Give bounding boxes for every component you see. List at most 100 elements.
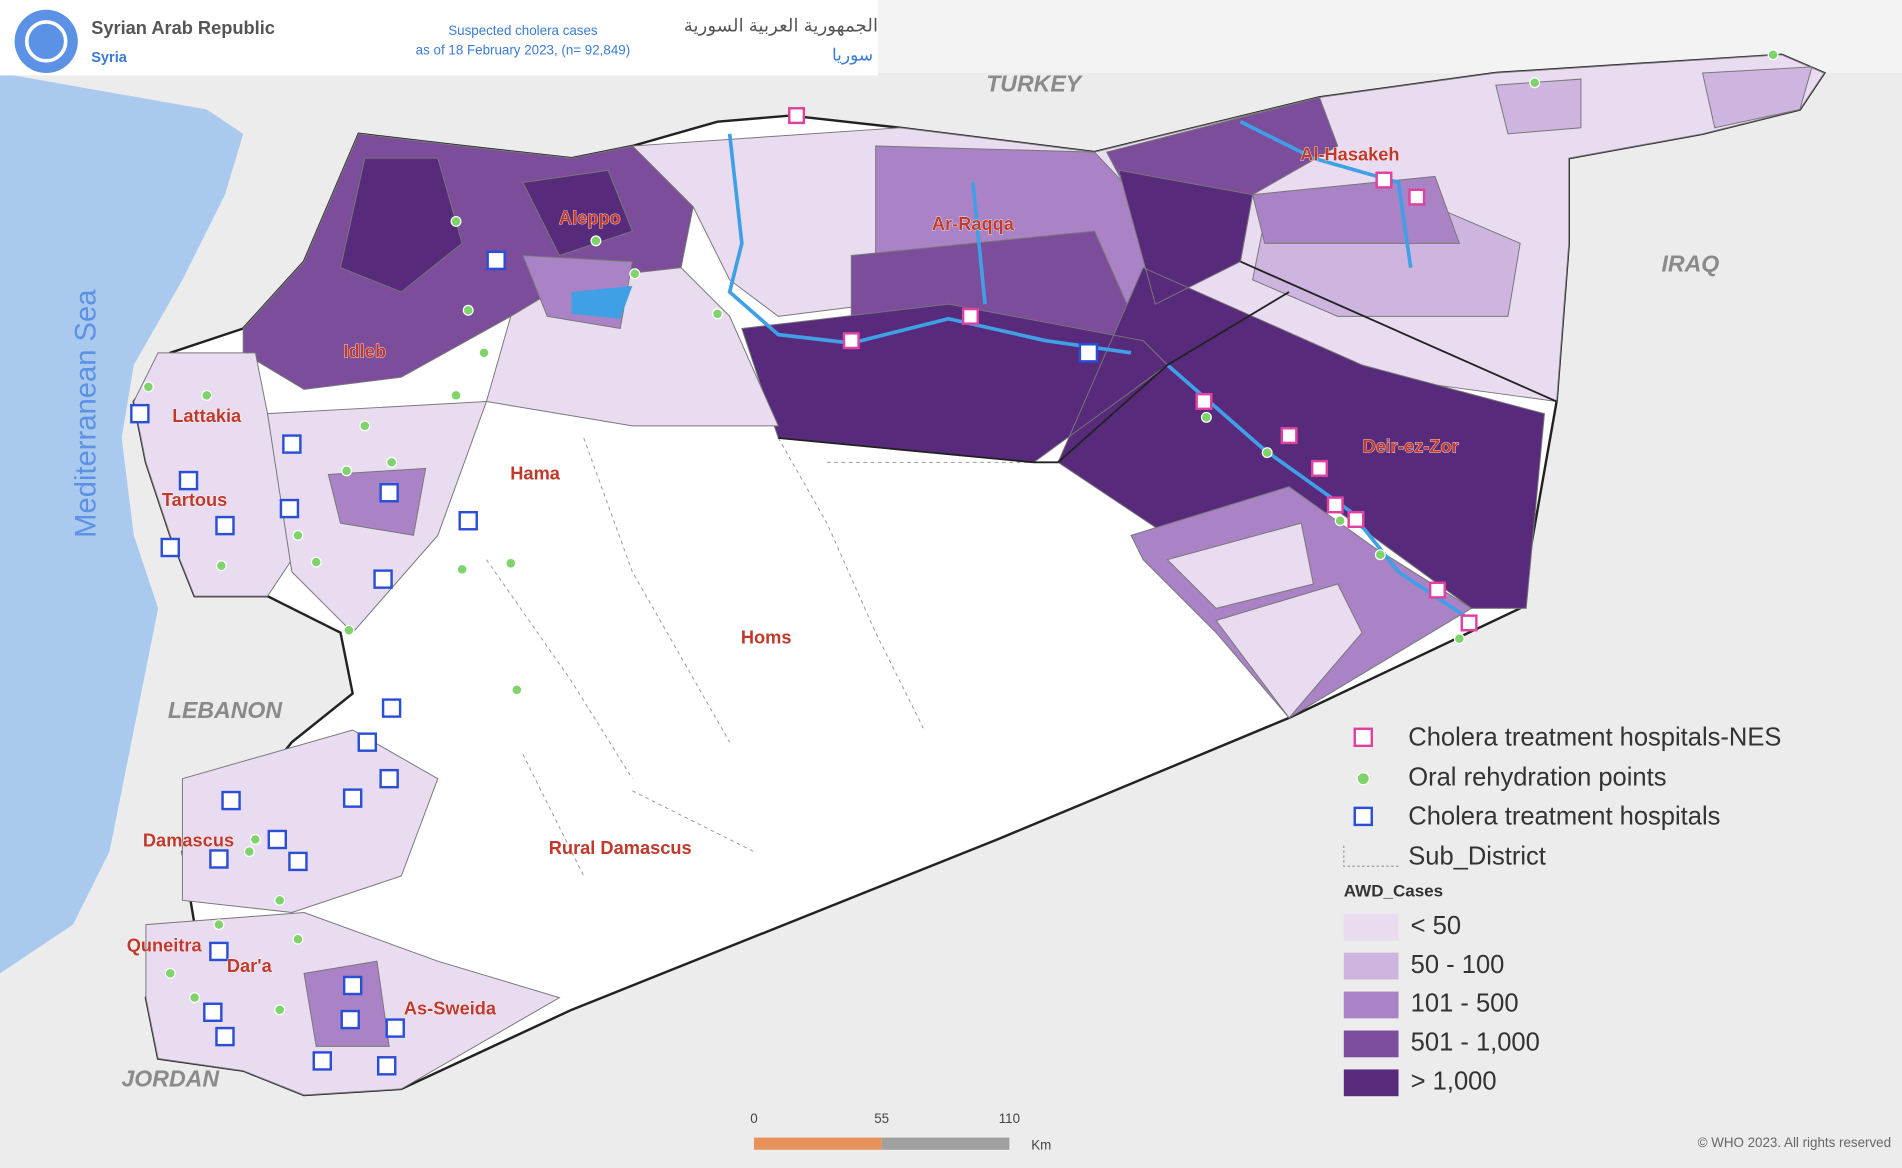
nes-hospital-icon: [842, 332, 860, 350]
arabic-subtitle: سوريا: [832, 45, 873, 65]
header-title: Syrian Arab Republic: [91, 17, 275, 38]
hospital-icon: [282, 434, 302, 454]
legend-swatch: [1343, 913, 1399, 941]
legend-title: AWD_Cases: [1344, 881, 1443, 900]
ors-point: [292, 933, 304, 945]
hospital-icon: [486, 250, 506, 271]
nes-hospital-icon: [1280, 427, 1298, 445]
map-title: Suspected cholera cases: [448, 23, 598, 38]
hospital-icon: [215, 515, 235, 536]
legend-class-label: 501 - 1,000: [1411, 1029, 1540, 1057]
governorate-border: [778, 260, 1557, 464]
scale-bar: [753, 1137, 882, 1150]
hospital-icon: [385, 1018, 405, 1038]
sub-district: [486, 437, 1034, 877]
ors-point: [213, 919, 225, 931]
legend-class-label: 50 - 100: [1411, 951, 1505, 979]
nes-hospital-icon: [1375, 171, 1393, 189]
river: [727, 120, 1473, 623]
scale-label: 110: [999, 1111, 1020, 1126]
country-label: IRAQ: [1662, 250, 1720, 276]
ors-point: [215, 560, 227, 572]
hospital-icon: [203, 1002, 223, 1022]
arabic-title: الجمهورية العربية السورية: [684, 15, 878, 37]
hospital-icon: [279, 498, 300, 519]
governorate-label: Aleppo: [559, 207, 621, 228]
hospital-icon: [458, 510, 478, 531]
legend-swatch: [1343, 952, 1399, 980]
ors-point: [189, 992, 201, 1004]
hospital-icon: [130, 403, 150, 424]
hospital-icon: [1078, 343, 1099, 363]
nes-hospital-icon: [1460, 614, 1478, 632]
legend-class-label: < 50: [1411, 912, 1461, 940]
governorate-label: Quneitra: [127, 934, 203, 955]
region: [1166, 522, 1363, 719]
ors-point: [243, 846, 255, 858]
ors-point: [164, 967, 176, 979]
region: [327, 467, 427, 536]
governorate-label: Ar-Raqqa: [932, 213, 1015, 234]
logo: [14, 9, 78, 73]
ors-point: [1767, 49, 1779, 61]
ors-point: [1334, 515, 1346, 527]
ors-point: [629, 268, 641, 280]
legend-icon: [1353, 806, 1373, 827]
ors-point: [142, 381, 154, 393]
country-label: JORDAN: [121, 1066, 220, 1092]
hospital-icon: [209, 941, 229, 962]
ors-point: [386, 456, 398, 468]
header-box: [0, 0, 879, 76]
scale-label: 55: [874, 1111, 889, 1126]
ors-point: [292, 529, 304, 541]
governorate-label: Deir-ez-Zor: [1363, 436, 1459, 457]
country-label: TURKEY: [986, 70, 1084, 96]
nes-hospital-icon: [1310, 459, 1328, 477]
ors-point: [341, 465, 353, 477]
hospital-icon: [373, 569, 393, 589]
lake: [571, 285, 633, 319]
legend-classes: < 50 50 - 100 101 - 500 501 - 1,000 > 1,000: [1343, 912, 1540, 1097]
markers: [130, 49, 1779, 1076]
hospital-icon: [376, 1056, 397, 1076]
governorate-label: Damascus: [143, 830, 234, 851]
governorate-label: Al-Hasakeh: [1300, 144, 1399, 165]
hospital-icon: [215, 1026, 235, 1047]
ors-point: [450, 389, 462, 401]
hospital-icon: [209, 849, 229, 869]
sea-label: Mediterranean Sea: [70, 289, 102, 538]
ors-point: [450, 215, 462, 227]
ors-point: [1529, 77, 1541, 89]
governorate-label: Dar'a: [227, 955, 273, 976]
nes-hospital-icon: [788, 107, 806, 125]
ors-point: [1261, 447, 1273, 459]
legend-label: Sub_District: [1408, 842, 1546, 870]
ors-point: [274, 1004, 286, 1016]
country-label: LEBANON: [168, 697, 284, 723]
hospital-icon: [160, 537, 180, 558]
hospital-icon: [178, 470, 199, 491]
governorate-label: Idleb: [344, 341, 387, 362]
region: [303, 960, 390, 1047]
legend-swatch: [1343, 991, 1399, 1019]
scale-unit: Km: [1031, 1138, 1051, 1153]
scale-bar: [881, 1137, 1010, 1150]
governorate-label: Rural Damascus: [549, 837, 692, 858]
copyright: © WHO 2023. All rights reserved: [1698, 1135, 1891, 1150]
ors-point: [478, 347, 490, 359]
governorate-label: Hama: [510, 462, 561, 483]
ors-point: [1374, 549, 1386, 561]
legend-icon: [1353, 727, 1373, 748]
ors-point: [1453, 633, 1465, 645]
hospital-icon: [288, 851, 308, 872]
nes-hospital-icon: [961, 307, 979, 325]
ors-point: [462, 304, 474, 316]
legend-icon: [1356, 771, 1370, 786]
legend-label: Oral rehydration points: [1408, 763, 1666, 791]
ors-point: [590, 235, 602, 247]
logo-ring: [24, 20, 68, 63]
map-date: as of 18 February 2023, (n= 92,849): [416, 43, 630, 58]
ors-point: [511, 684, 523, 696]
